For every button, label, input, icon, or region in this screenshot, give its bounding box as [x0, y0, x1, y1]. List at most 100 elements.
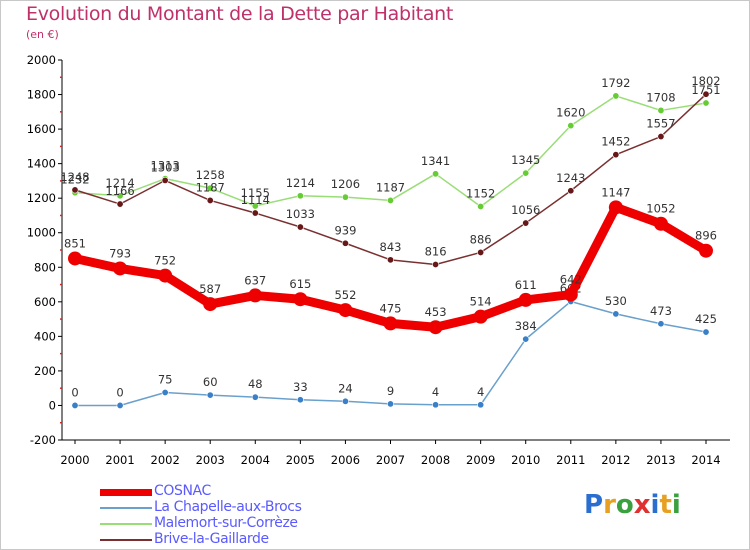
x-tick-label: 2005 [286, 453, 315, 467]
data-point [657, 320, 665, 328]
data-point [522, 219, 530, 227]
data-point [113, 261, 128, 276]
data-label: 1452 [601, 135, 630, 149]
data-label: 1232 [60, 173, 89, 187]
data-point [206, 196, 214, 204]
data-label: 75 [158, 373, 173, 387]
data-label: 48 [248, 377, 263, 391]
data-point [612, 310, 620, 318]
data-label: 939 [334, 223, 356, 237]
x-tick-label: 2000 [60, 453, 89, 467]
data-point [296, 396, 304, 404]
data-point [251, 202, 259, 210]
data-label: 24 [338, 381, 353, 395]
data-label: 1557 [646, 117, 675, 131]
data-label: 60 [203, 375, 218, 389]
data-point [432, 261, 440, 269]
y-tick-label: 200 [34, 364, 56, 378]
data-point [386, 400, 394, 408]
data-point [657, 106, 665, 114]
data-label: 1147 [601, 185, 630, 199]
chart-title: Evolution du Montant de la Dette par Hab… [26, 3, 454, 25]
data-point [428, 320, 443, 335]
data-point [206, 184, 214, 192]
data-label: 1056 [511, 203, 540, 217]
data-label: 1052 [646, 202, 675, 216]
data-point [116, 192, 124, 200]
data-point [248, 288, 263, 303]
data-point [473, 309, 488, 324]
data-point [657, 133, 665, 141]
x-tick-label: 2006 [331, 453, 360, 467]
data-point [71, 186, 79, 194]
x-tick-label: 2004 [241, 453, 270, 467]
data-point [432, 401, 440, 409]
legend-swatch [100, 523, 152, 525]
x-tick-label: 2008 [421, 453, 450, 467]
data-point [116, 200, 124, 208]
x-tick-label: 2001 [105, 453, 134, 467]
data-point [608, 200, 623, 215]
data-label: 1248 [60, 170, 89, 184]
data-point [653, 216, 668, 231]
data-label: 1620 [556, 106, 585, 120]
data-point [341, 193, 349, 201]
data-label: 615 [289, 277, 311, 291]
data-label: 473 [650, 304, 672, 318]
proxiti-logo: Proxiti [584, 490, 681, 520]
data-label: 1751 [691, 83, 720, 97]
data-label: 1313 [151, 159, 180, 173]
data-label: 530 [605, 294, 627, 308]
legend-label: COSNAC [154, 483, 211, 499]
data-point [71, 401, 79, 409]
data-label: 896 [695, 229, 717, 243]
y-tick-label: 1800 [27, 88, 56, 102]
data-label: 1258 [196, 168, 225, 182]
data-label: 1345 [511, 153, 540, 167]
data-point [702, 328, 710, 336]
legend-label: Malemort-sur-Corrèze [154, 515, 298, 531]
data-label: 611 [515, 278, 537, 292]
legend-label: Brive-la-Gaillarde [154, 531, 269, 547]
data-point [518, 292, 533, 307]
data-label: 793 [109, 246, 131, 260]
data-label: 9 [387, 384, 394, 398]
x-tick-label: 2002 [151, 453, 180, 467]
data-label: 1206 [331, 177, 360, 191]
data-label: 642 [560, 273, 582, 287]
x-tick-label: 2003 [196, 453, 225, 467]
legend-swatch [100, 539, 152, 541]
x-tick-label: 2014 [691, 453, 720, 467]
x-tick-label: 2009 [466, 453, 495, 467]
data-point [477, 248, 485, 256]
data-point [477, 401, 485, 409]
data-label: 0 [116, 385, 123, 399]
legend-label: La Chapelle-aux-Brocs [154, 499, 302, 515]
data-point [612, 92, 620, 100]
data-label: 4 [432, 385, 439, 399]
data-label: 1802 [691, 74, 720, 88]
x-tick-label: 2011 [556, 453, 585, 467]
y-tick-label: 1400 [27, 157, 56, 171]
data-label: 33 [293, 380, 308, 394]
data-point [161, 388, 169, 396]
legend-swatch [100, 489, 152, 496]
data-point [477, 202, 485, 210]
data-label: 1033 [286, 207, 315, 221]
data-label: 816 [425, 245, 447, 259]
x-tick-label: 2012 [601, 453, 630, 467]
x-tick-label: 2013 [646, 453, 675, 467]
data-label: 587 [199, 282, 221, 296]
data-label: 4 [477, 385, 484, 399]
y-tick-label: 2000 [27, 53, 56, 67]
data-point [563, 287, 578, 302]
data-point [251, 393, 259, 401]
data-label: 1214 [286, 176, 315, 190]
data-label: 1152 [466, 186, 495, 200]
data-point [158, 268, 173, 283]
data-label: 1114 [241, 193, 270, 207]
data-point [296, 223, 304, 231]
data-label: 1303 [151, 160, 180, 174]
data-point [161, 176, 169, 184]
